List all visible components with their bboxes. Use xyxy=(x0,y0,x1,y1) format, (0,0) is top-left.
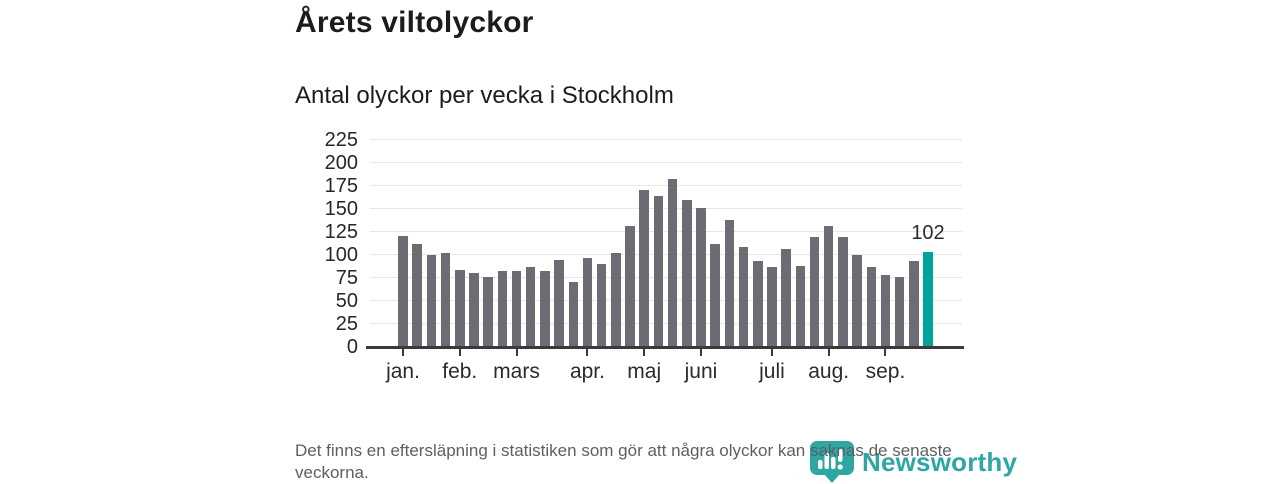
page-title: Årets viltolyckor xyxy=(295,6,534,39)
bar-week-7 xyxy=(483,277,493,346)
chart-subtitle: Antal olyckor per vecka i Stockholm xyxy=(295,82,674,109)
bar-week-25 xyxy=(738,246,749,346)
bar-week-29 xyxy=(795,265,806,346)
bar-week-10 xyxy=(525,266,536,346)
gridline-200 xyxy=(370,162,962,163)
bar-week-38 xyxy=(923,252,933,346)
footnote: Det finns en eftersläpning i statistiken… xyxy=(295,441,952,482)
x-tick-label-aug: aug. xyxy=(808,360,850,383)
bar-week-6 xyxy=(469,273,479,346)
x-tick-aug xyxy=(827,349,830,356)
x-tick-label-maj: maj xyxy=(627,360,662,383)
bar-week-27 xyxy=(767,266,777,346)
gridline-125 xyxy=(370,231,962,232)
y-tick-label-75: 75 xyxy=(335,267,358,289)
highlight-value-label: 102 xyxy=(911,222,945,244)
newsworthy-logo: Newsworthy xyxy=(808,440,1017,484)
x-tick-sep xyxy=(884,349,887,356)
bar-week-1 xyxy=(398,235,408,346)
bar-week-5 xyxy=(455,269,465,346)
bar-week-17 xyxy=(625,226,635,346)
x-tick-label-feb: feb. xyxy=(442,360,478,383)
x-tick-feb xyxy=(458,349,461,356)
y-tick-label-225: 225 xyxy=(324,129,358,151)
gridline-100 xyxy=(370,254,962,255)
y-tick-label-150: 150 xyxy=(324,198,358,220)
gridline-75 xyxy=(370,277,962,278)
bar-week-24 xyxy=(724,219,735,346)
bar-week-16 xyxy=(611,253,621,346)
y-tick-label-25: 25 xyxy=(335,313,358,335)
plot-area xyxy=(366,139,964,349)
bar-week-20 xyxy=(667,178,678,346)
bar-week-14 xyxy=(582,257,593,346)
x-axis-line xyxy=(366,346,964,349)
gridline-225 xyxy=(370,139,962,140)
bar-week-30 xyxy=(809,236,820,346)
y-tick-label-100: 100 xyxy=(324,244,358,266)
x-tick-label-apr: apr. xyxy=(569,360,605,383)
x-tick-jan xyxy=(402,349,404,356)
x-tick-label-mars: mars xyxy=(493,360,540,383)
x-tick-juni xyxy=(699,349,702,356)
bar-week-4 xyxy=(440,253,451,346)
y-tick-label-0: 0 xyxy=(346,336,358,358)
bar-week-35 xyxy=(880,275,891,346)
bar-week-18 xyxy=(639,189,649,346)
gridline-175 xyxy=(370,185,962,186)
gridline-25 xyxy=(370,323,962,324)
newsworthy-wordmark: Newsworthy xyxy=(862,446,1018,477)
bar-week-8 xyxy=(497,270,508,346)
bar-week-22 xyxy=(696,208,706,346)
newsworthy-chart-bubble-icon xyxy=(810,441,854,483)
x-tick-label-juni: juni xyxy=(684,360,718,383)
bar-week-3 xyxy=(426,254,437,346)
bar-week-34 xyxy=(866,266,877,346)
bar-week-31 xyxy=(823,226,834,346)
bar-week-33 xyxy=(852,254,862,346)
bar-week-28 xyxy=(781,249,791,346)
bar-week-12 xyxy=(554,260,564,346)
x-tick-label-juli: juli xyxy=(759,360,785,383)
x-tick-label-sep: sep. xyxy=(865,360,906,383)
y-tick-label-175: 175 xyxy=(324,175,358,197)
x-tick-apr xyxy=(586,349,589,356)
bar-week-13 xyxy=(568,281,579,346)
bar-week-37 xyxy=(909,261,919,346)
x-tick-juli xyxy=(770,349,773,356)
x-tick-mars xyxy=(515,349,518,356)
y-tick-label-50: 50 xyxy=(335,290,358,312)
bar-week-19 xyxy=(653,196,664,346)
gridline-50 xyxy=(370,300,962,301)
y-tick-label-200: 200 xyxy=(324,152,358,174)
bar-week-15 xyxy=(596,264,607,346)
x-tick-label-jan: jan. xyxy=(386,360,420,383)
bar-week-32 xyxy=(838,236,848,346)
y-tick-label-125: 125 xyxy=(324,221,358,243)
bar-week-23 xyxy=(710,243,720,346)
x-tick-maj xyxy=(643,349,646,356)
bar-week-26 xyxy=(753,261,763,346)
gridline-150 xyxy=(370,208,962,209)
bar-week-2 xyxy=(412,243,422,346)
bar-week-21 xyxy=(682,199,692,346)
bar-week-11 xyxy=(540,271,550,346)
bar-week-9 xyxy=(511,270,522,346)
bar-week-36 xyxy=(894,277,905,346)
